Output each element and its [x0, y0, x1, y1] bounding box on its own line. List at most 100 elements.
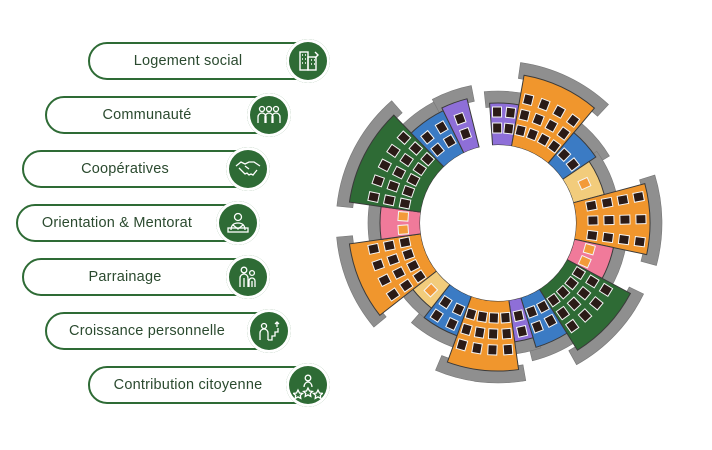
building-window: [396, 130, 412, 146]
building-window: [391, 165, 407, 180]
building-window: [401, 184, 416, 198]
pill-label: Orientation & Mentorat: [41, 215, 193, 231]
mentor-icon: [216, 201, 260, 245]
building-window: [577, 176, 592, 191]
building-window: [525, 304, 539, 319]
pill-orientation-mentorat[interactable]: Orientation & Mentorat: [16, 201, 260, 245]
building-window: [460, 322, 473, 337]
building-window: [464, 307, 478, 321]
building-window: [500, 311, 511, 324]
building-window: [434, 120, 449, 135]
building-window: [397, 224, 410, 235]
building-window: [543, 313, 558, 328]
building-window: [458, 126, 473, 141]
building-window: [633, 235, 646, 248]
building-window: [430, 142, 445, 158]
building-window: [585, 274, 600, 289]
building-window: [487, 328, 499, 340]
building-window: [476, 310, 489, 323]
building-window: [536, 132, 551, 147]
building-window: [504, 106, 517, 119]
building-window: [577, 308, 593, 323]
citizen-icon: [286, 363, 330, 407]
building-window: [451, 302, 466, 317]
pill-label: Contribution citoyenne: [113, 377, 263, 393]
building-window: [386, 179, 401, 193]
building-window: [420, 129, 435, 145]
building-window: [406, 172, 421, 187]
building-window: [453, 111, 467, 126]
building-window: [600, 196, 614, 209]
building-window: [401, 247, 416, 261]
building-window: [556, 126, 571, 141]
building-window: [635, 214, 647, 225]
building-window: [386, 253, 401, 267]
building-window: [377, 158, 393, 173]
building-window: [502, 343, 514, 356]
building-window: [552, 104, 567, 119]
pill-communaute[interactable]: Communauté: [45, 93, 291, 137]
building-window: [442, 133, 457, 149]
pill-label: Communauté: [102, 107, 192, 123]
building-window: [488, 312, 500, 324]
building-window: [617, 233, 631, 246]
sponsorship-icon: [226, 255, 270, 299]
wheel-center: [420, 145, 576, 301]
building-icon: [286, 39, 330, 83]
building-window: [577, 254, 592, 269]
building-window: [531, 112, 545, 127]
building-window: [603, 214, 615, 226]
building-window: [514, 124, 527, 138]
pill-parrainage[interactable]: Parrainage: [22, 255, 270, 299]
building-window: [455, 338, 469, 352]
building-window: [565, 157, 581, 172]
building-window: [571, 265, 587, 281]
building-window: [367, 242, 381, 255]
building-window: [518, 108, 531, 122]
building-window: [367, 191, 381, 204]
pill-label: Coopératives: [81, 161, 169, 177]
building-window: [501, 327, 513, 340]
building-window: [377, 273, 392, 288]
building-window: [566, 296, 582, 312]
building-window: [544, 118, 559, 133]
handshake-icon: [226, 147, 270, 191]
building-window: [406, 258, 421, 273]
growth-icon: [247, 309, 291, 353]
building-window: [399, 152, 414, 168]
building-window: [582, 242, 596, 256]
building-window: [408, 141, 424, 156]
building-window: [535, 299, 550, 314]
building-window: [601, 231, 615, 244]
building-window: [412, 161, 428, 177]
community-icon: [247, 93, 291, 137]
building-window: [445, 316, 459, 332]
building-window: [565, 113, 581, 128]
building-window: [391, 266, 407, 280]
building-window: [492, 122, 503, 134]
pill-cooperatives[interactable]: Coopératives: [22, 147, 270, 191]
building-window: [471, 342, 483, 355]
building-window: [587, 215, 599, 226]
pill-contribution-citoyenne[interactable]: Contribution citoyenne: [88, 363, 330, 407]
building-window: [632, 191, 645, 203]
building-window: [537, 97, 551, 112]
building-window: [515, 324, 529, 338]
building-window: [412, 269, 427, 284]
building-window: [382, 194, 396, 207]
building-window: [530, 319, 544, 334]
pill-croissance-personnelle[interactable]: Croissance personnelle: [45, 309, 291, 353]
building-window: [385, 287, 401, 302]
building-window: [491, 106, 503, 118]
pill-logement-social[interactable]: Logement social: [88, 39, 330, 83]
building-window: [386, 143, 401, 159]
building-window: [503, 122, 515, 135]
building-window: [429, 308, 444, 323]
building-window: [598, 282, 614, 297]
housing-wheel-illustration: [336, 62, 663, 384]
building-window: [522, 93, 535, 107]
building-window: [556, 147, 572, 163]
building-facade: [348, 114, 445, 213]
building-window: [382, 239, 396, 252]
building-window: [576, 285, 592, 301]
